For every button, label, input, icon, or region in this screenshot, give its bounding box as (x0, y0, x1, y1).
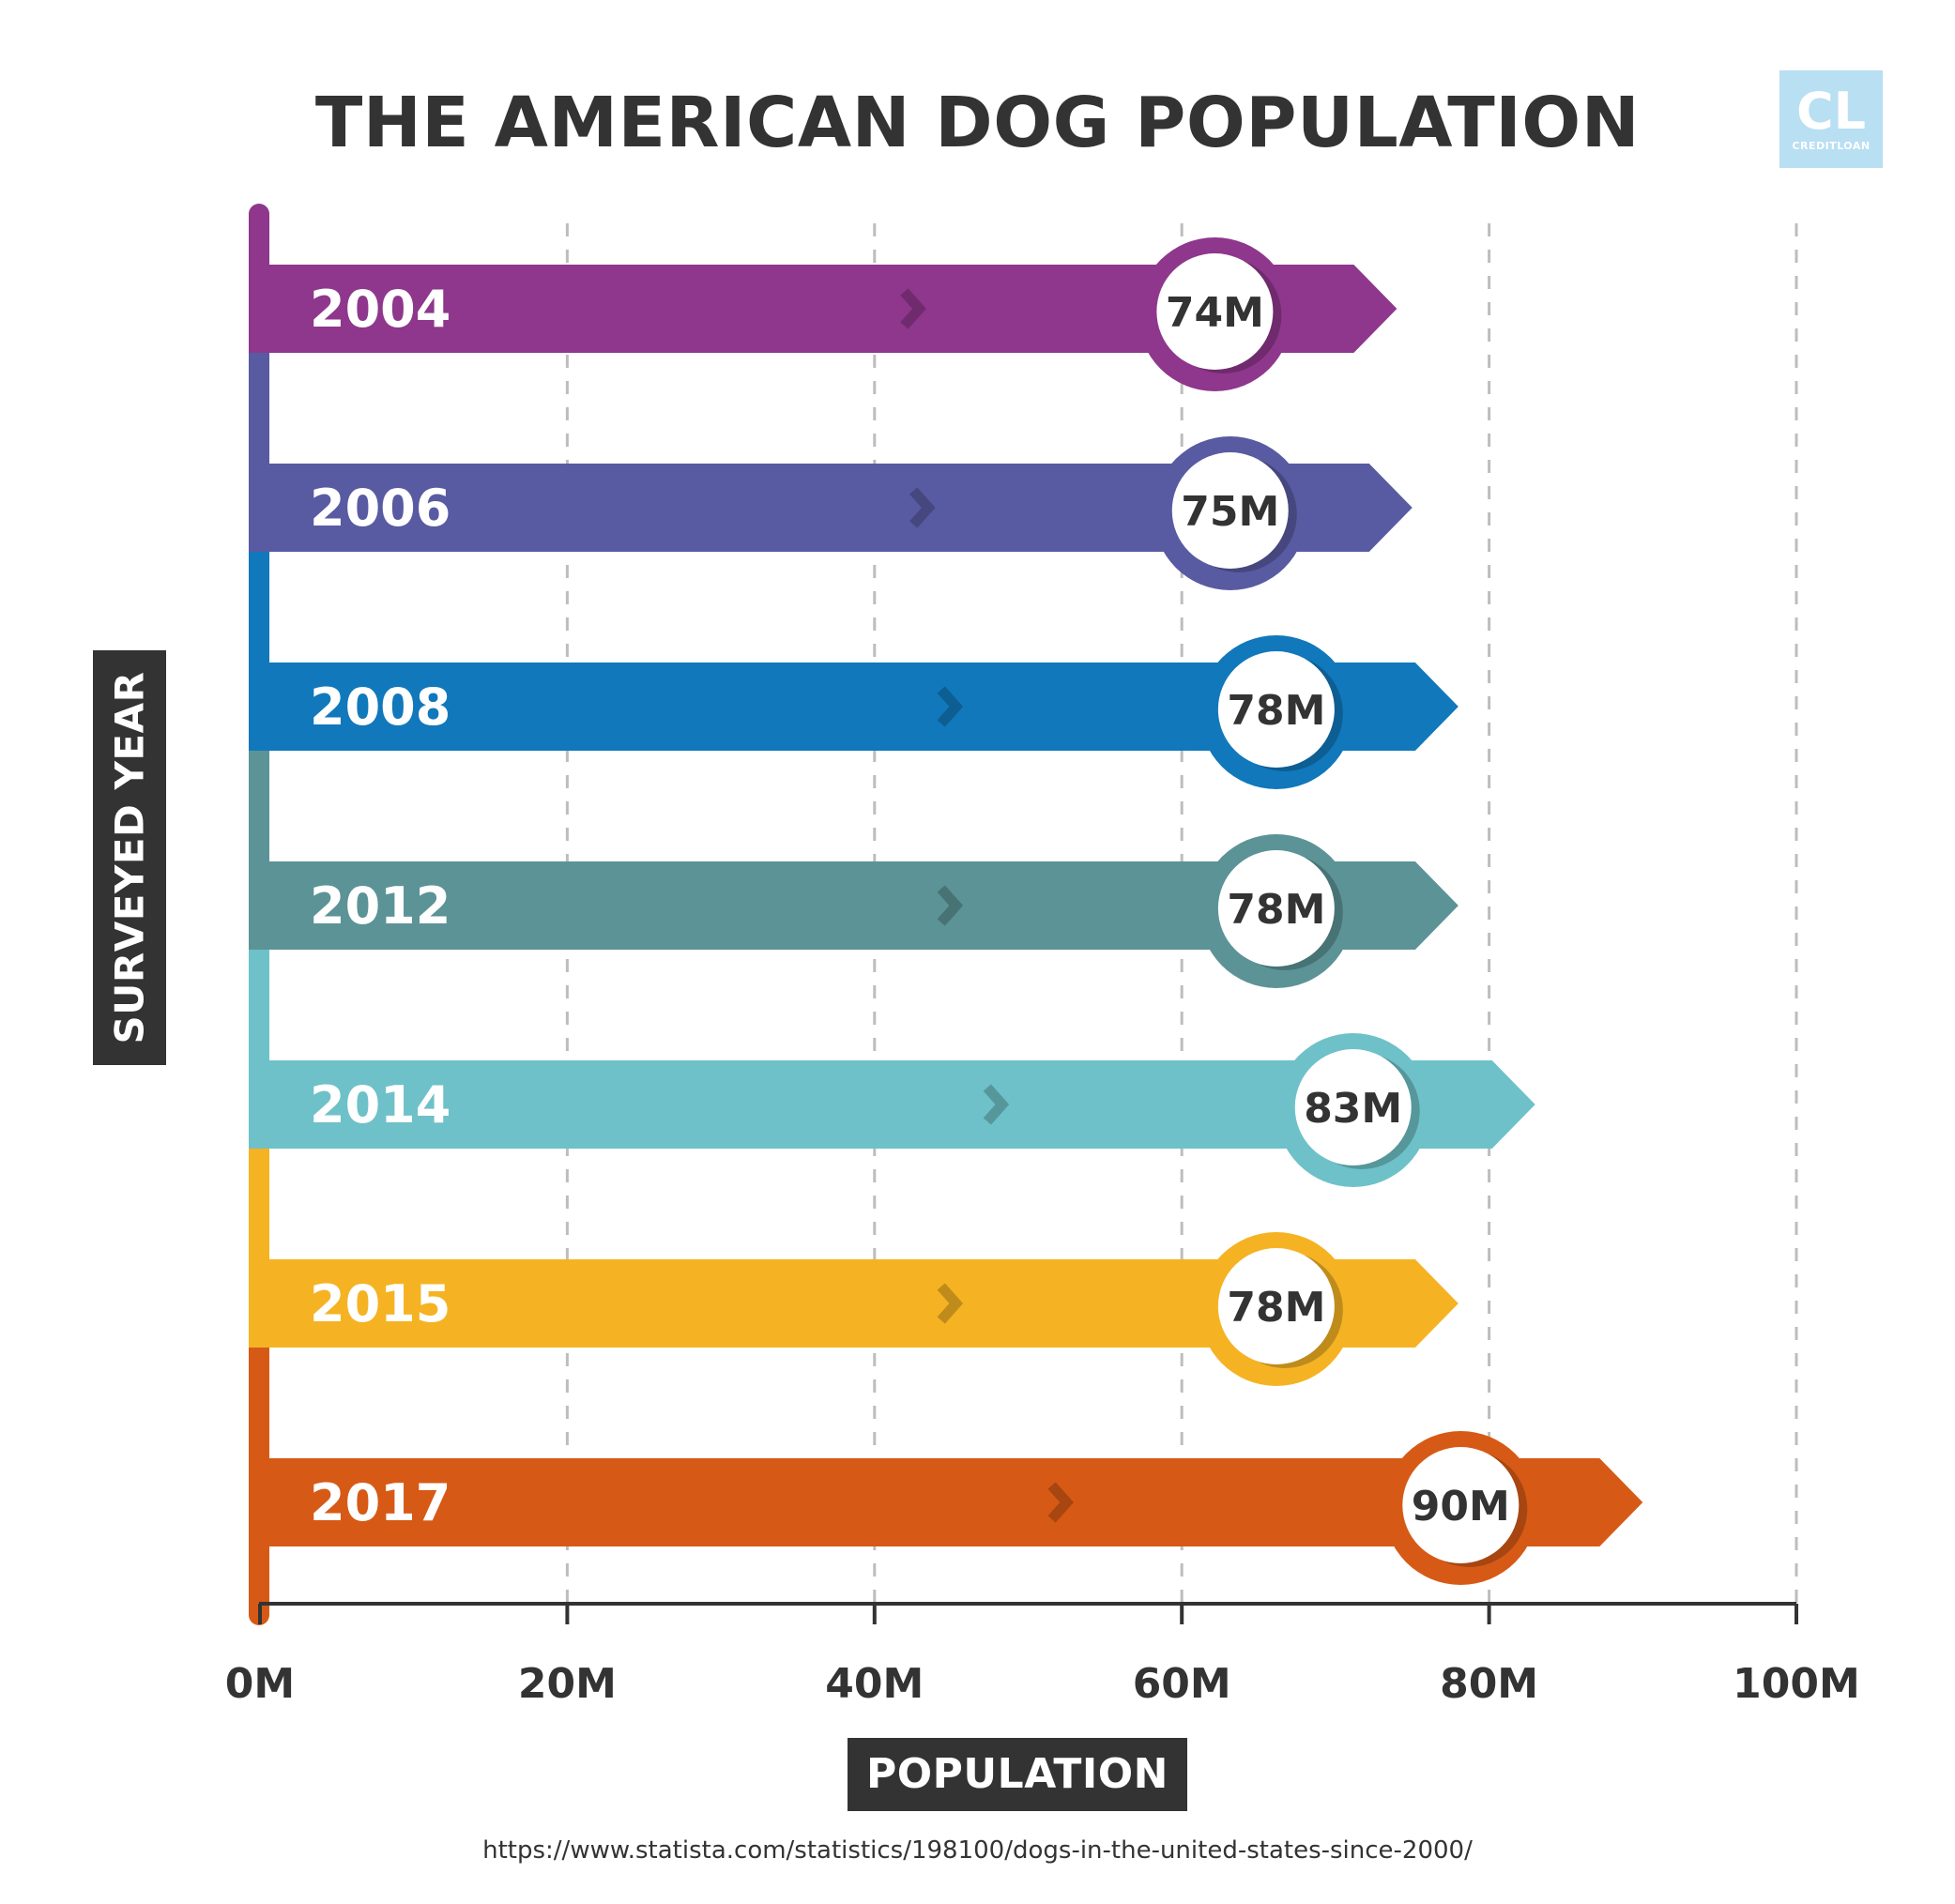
value-badge (1294, 1049, 1412, 1165)
bar-group: 2012 78M (249, 834, 1459, 988)
y-axis-title-text: SURVEYED YEAR (106, 671, 153, 1044)
value-badge (1156, 253, 1274, 370)
category-label: 2008 (310, 678, 451, 737)
chevron-icon (1047, 1482, 1074, 1523)
logo-mark: CL (1795, 82, 1867, 141)
chevron-icon (937, 1283, 964, 1324)
x-tick-label: 60M (1133, 1660, 1231, 1708)
chevron-icon (983, 1084, 1010, 1125)
data-label: 74M (1166, 289, 1264, 337)
category-label: 2006 (310, 479, 451, 538)
bar-group: 2008 78M (249, 635, 1459, 789)
category-label: 2004 (310, 280, 451, 339)
bar-group: 2015 78M (249, 1232, 1459, 1386)
data-label: 75M (1181, 488, 1279, 536)
data-label: 83M (1304, 1085, 1402, 1133)
data-label: 78M (1227, 687, 1325, 735)
category-label: 2015 (310, 1274, 451, 1333)
bar (249, 1259, 1459, 1348)
spine-cap-top (249, 204, 269, 224)
bar (249, 1060, 1535, 1149)
category-label: 2014 (310, 1075, 451, 1135)
value-badge (1217, 651, 1335, 768)
logo-name: CREDITLOAN (1792, 140, 1871, 152)
brand-logo: CL CREDITLOAN (1779, 70, 1883, 168)
value-badge (1217, 850, 1335, 967)
x-tick-label: 0M (225, 1660, 295, 1708)
value-badge (1217, 1248, 1335, 1364)
bar (249, 861, 1459, 950)
bar-group: 2004 74M (249, 237, 1398, 391)
data-label: 90M (1412, 1483, 1510, 1531)
bar-group: 2017 90M (249, 1431, 1643, 1585)
category-label: 2017 (310, 1473, 451, 1532)
x-tick-label: 40M (825, 1660, 924, 1708)
category-label: 2012 (310, 876, 451, 936)
data-label: 78M (1227, 1284, 1325, 1332)
data-label: 78M (1227, 886, 1325, 934)
source-url: https://www.statista.com/statistics/1981… (482, 1836, 1473, 1865)
bars: 2004 74M 2006 75M 2008 78M 2012 78M 2014 83M 2015 7… (249, 237, 1643, 1585)
page-title: THE AMERICAN DOG POPULATION (314, 83, 1641, 163)
bar-group: 2006 75M (249, 436, 1413, 590)
chevron-icon (900, 288, 926, 329)
value-badge (1171, 452, 1289, 569)
chevron-icon (937, 686, 964, 727)
x-tick-label: 80M (1440, 1660, 1538, 1708)
bar (249, 663, 1459, 751)
x-tick-label: 100M (1733, 1660, 1860, 1708)
x-axis: 0M 20M 40M 60M 80M 100M (225, 1602, 1860, 1708)
bar-group: 2014 83M (249, 1033, 1535, 1187)
x-axis-title: POPULATION (848, 1738, 1187, 1811)
bar (249, 265, 1398, 353)
x-tick-label: 20M (518, 1660, 617, 1708)
value-badge (1402, 1447, 1520, 1563)
chevron-icon (909, 487, 936, 528)
bar (249, 1458, 1643, 1546)
y-axis-title: SURVEYED YEAR (93, 650, 166, 1065)
bar (249, 464, 1413, 552)
chevron-icon (937, 885, 964, 926)
